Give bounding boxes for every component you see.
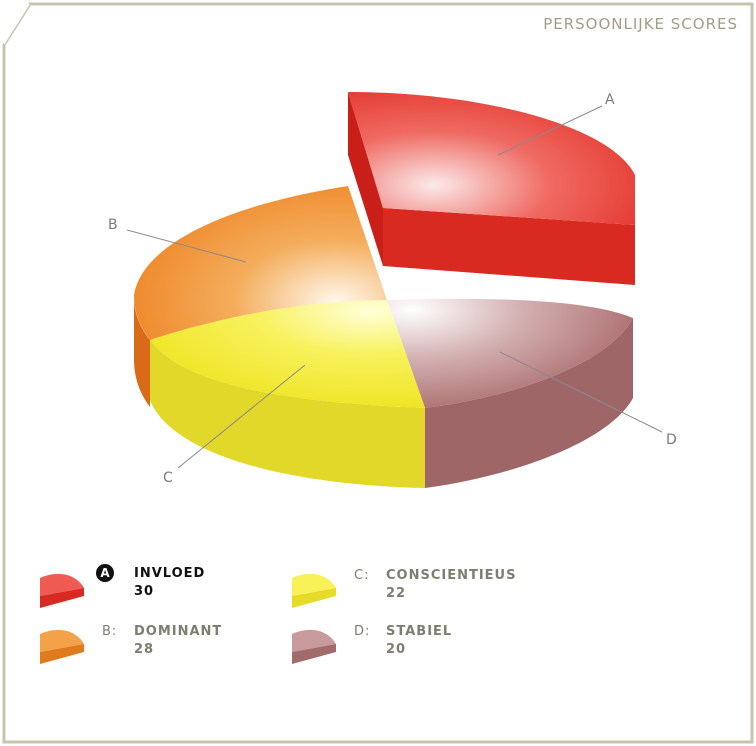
legend-name-d: STABIEL <box>386 624 453 639</box>
leader-line-c <box>177 364 306 469</box>
legend-swatch-c <box>292 573 336 608</box>
slice-label-b: B <box>108 217 118 233</box>
legend-value-a: 30 <box>134 584 155 599</box>
legend-swatch-d <box>292 629 336 664</box>
slice-d[interactable] <box>387 298 633 488</box>
slice-label-a: A <box>605 92 615 108</box>
legend-letter-badge-a: A <box>96 564 114 582</box>
legend-swatch-b <box>40 629 84 664</box>
legend-letter-c: C: <box>354 568 370 583</box>
legend-value-c: 22 <box>386 586 407 601</box>
slice-c-side <box>150 340 425 488</box>
legend-item-a[interactable]: A INVLOED 30 <box>38 564 258 608</box>
slice-d-top <box>387 298 633 408</box>
slice-label-c: C <box>163 470 173 486</box>
slice-label-d: D <box>666 432 677 448</box>
legend-letter-b: B: <box>102 624 118 639</box>
legend-item-b[interactable]: B: DOMINANT 28 <box>38 622 258 664</box>
slice-b-top <box>134 186 387 340</box>
leader-line-b <box>126 229 247 263</box>
legend-name-b: DOMINANT <box>134 624 223 639</box>
legend-value-d: 20 <box>386 642 407 657</box>
slice-a-side <box>383 208 635 285</box>
slice-a-front <box>348 92 383 266</box>
slice-b-side <box>134 298 150 407</box>
chart-title: PERSOONLIJKE SCORES <box>543 15 738 33</box>
legend-swatch-a <box>40 573 84 608</box>
slice-d-side <box>425 318 633 488</box>
legend-name-c: CONSCIENTIEUS <box>386 568 517 583</box>
slice-b[interactable] <box>134 186 387 407</box>
legend-item-d[interactable]: D: STABIEL 20 <box>290 622 550 664</box>
legend-name-a: INVLOED <box>134 566 206 581</box>
slice-a[interactable] <box>348 92 635 285</box>
legend-item-c[interactable]: C: CONSCIENTIEUS 22 <box>290 566 550 608</box>
leader-line-a <box>497 105 603 156</box>
legend-value-b: 28 <box>134 642 155 657</box>
legend-letter-d: D: <box>354 624 371 639</box>
slice-c-top <box>150 300 425 408</box>
leader-line-d <box>499 351 663 433</box>
slice-c[interactable] <box>150 300 425 488</box>
slice-a-top <box>348 92 635 225</box>
